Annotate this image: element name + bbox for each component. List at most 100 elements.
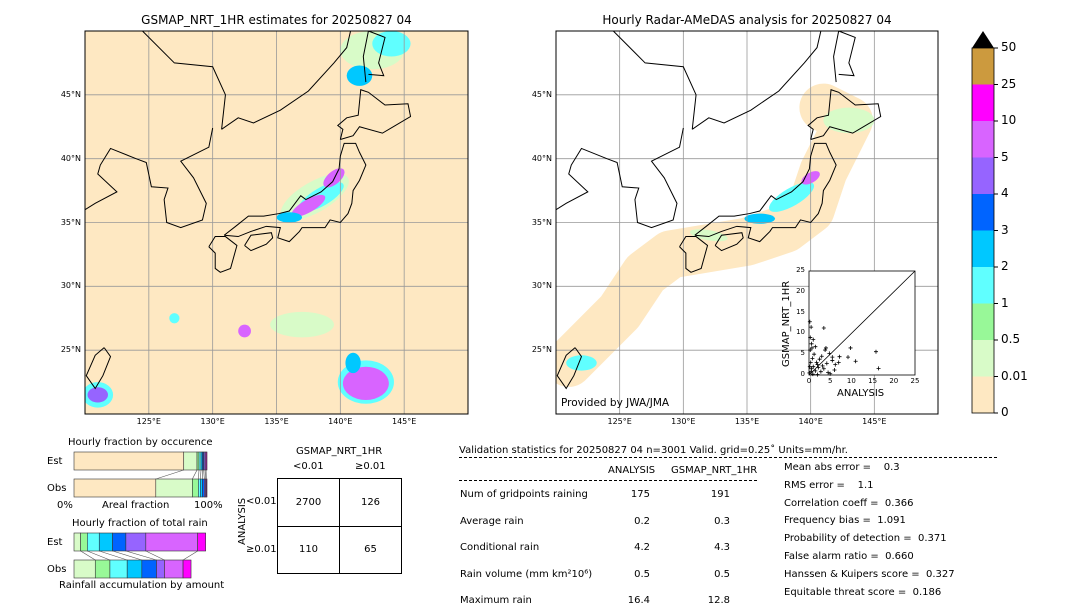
cell-1-0: 110 [298,544,319,555]
colorbar-label: 25 [1001,76,1017,91]
scatter-y-tick: 20 [796,286,805,295]
fraction-segment [125,532,147,552]
fraction-link [125,550,157,561]
scatter-point [809,366,814,371]
total-rain-footer: Rainfall accumulation by amount [59,580,225,591]
occurrence-axis-left: 0% [57,500,73,511]
total-rain-est-bar [73,532,206,552]
col-gsmap: GSMAP_NRT_1HR [671,465,758,476]
fraction-segment [94,559,111,579]
score-line: Hanssen & Kuipers score = 0.327 [784,568,955,580]
coastline [244,232,274,252]
lon-label: 135°E [734,417,760,426]
scatter-point [809,345,814,350]
stat-analysis-value: 0.5 [634,568,650,580]
scatter-point [808,335,813,340]
fraction-segment [197,532,206,552]
rain-area [769,182,815,212]
coastline [833,31,856,83]
fraction-segment [80,532,88,552]
cell-1-1: 65 [364,544,377,555]
stat-analysis-value: 175 [630,489,650,500]
scatter-y-tick: 25 [796,266,805,274]
score-line: False alarm ratio = 0.660 [784,551,914,562]
scatter-point [846,355,851,360]
scatter-point [818,369,823,374]
scatter-point [830,355,835,360]
rain-area [744,213,776,224]
scatter-y-tick: 15 [796,307,805,316]
fraction-link [198,469,200,480]
scatter-point [817,357,822,362]
scatter-point [827,351,832,356]
scatter-point [815,362,820,367]
scatter-point [810,356,815,361]
occurrence-obs-label: Obs [47,483,67,494]
colorbar-label: 3 [1001,222,1009,237]
colorbar-label: 4 [1001,186,1009,200]
coastline [362,31,386,83]
diagonal-line [808,270,916,376]
lon-label: 130°E [200,417,225,426]
scatter-x-tick: 10 [846,377,856,385]
total-rain-obs-bar [73,559,192,579]
contingency-col-label-1: ≥0.01 [355,461,386,472]
scatter-x-tick: 0 [806,377,812,385]
rain-area [169,313,180,324]
rain-area [276,212,303,223]
rain-area [823,107,875,134]
lat-label: 25°N [531,345,552,355]
total-rain-obs-label: Obs [47,564,67,575]
coastline [612,31,697,130]
occurrence-axis-right: 100% [194,500,223,511]
stat-label: Num of gridpoints raining [460,489,588,500]
coastline [223,142,367,243]
scatter-point [823,345,828,350]
scatter-ylabel: GSMAP_NRT_1HR [781,280,792,367]
fraction-link [99,550,128,561]
scatter-point [808,360,813,365]
coastline [691,31,822,130]
colorbar-segment [972,194,994,231]
total-rain-title: Hourly fraction of total rain [72,518,208,529]
colorbar-label: 5 [1001,149,1009,164]
left-map-title: GSMAP_NRT_1HR estimates for 20250827 04 [141,13,412,27]
scatter-y-tick: 10 [796,328,805,337]
score-line: Frequency bias = 1.091 [784,515,906,527]
occurrence-est-label: Est [47,456,63,467]
colorbar-segment [972,340,994,377]
coastline [142,31,226,130]
stat-label: Rain volume (mm km²10⁶) [460,568,593,580]
scatter-point [815,372,820,377]
fraction-link [145,550,165,561]
contingency-col-title: GSMAP_NRT_1HR [296,446,383,457]
coastline [679,236,709,273]
stat-gsmap-value: 0.3 [714,515,730,527]
coastline [807,89,882,140]
total-rain-est-label: Est [47,537,63,548]
occurrence-est-bar [73,451,208,471]
cell-0-1: 126 [360,497,381,508]
fraction-link [87,550,111,561]
rain-area [238,324,251,338]
stat-label: Conditional rain [460,542,540,553]
colorbar-segment [972,230,994,267]
stat-gsmap-value: 12.8 [707,595,730,606]
fraction-link [155,469,184,480]
colorbar-label: 1 [1001,295,1009,310]
fraction-link [112,550,142,561]
scatter-point [820,363,825,368]
scatter-point [833,362,838,367]
scatter-point [823,348,828,353]
fraction-link [204,469,206,480]
scatter-point [808,348,813,353]
occurrence-axis-mid: Areal fraction [102,500,170,511]
fraction-segment [156,559,165,579]
lat-label: 35°N [60,217,81,227]
lat-label: 35°N [531,217,552,227]
fraction-link [203,469,205,480]
scatter-x-tick: 20 [889,377,899,385]
scatter-point [821,325,826,330]
scatter-point [824,361,829,366]
